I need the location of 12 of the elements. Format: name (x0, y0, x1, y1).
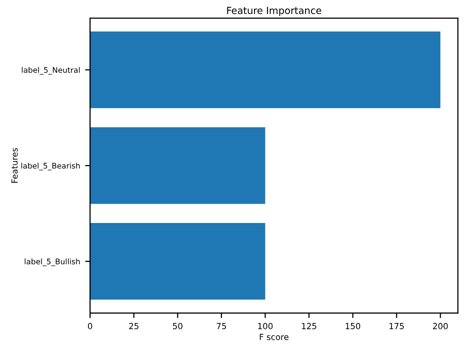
y-axis-title: Features (11, 148, 18, 183)
x-tick-label: 50 (172, 322, 182, 330)
x-tick-label: 200 (433, 322, 448, 330)
x-axis-title: F score (260, 334, 288, 340)
x-tick-label: 75 (216, 323, 226, 330)
x-tick-label: 25 (129, 322, 138, 330)
x-tick-label: 125 (302, 322, 316, 330)
x-tick-label: 150 (346, 322, 360, 330)
x-tick-label: 0 (88, 322, 92, 330)
x-tick-label: 100 (258, 322, 273, 330)
chart-title: Feature Importance (227, 6, 322, 16)
x-tick-label: 175 (390, 323, 404, 330)
